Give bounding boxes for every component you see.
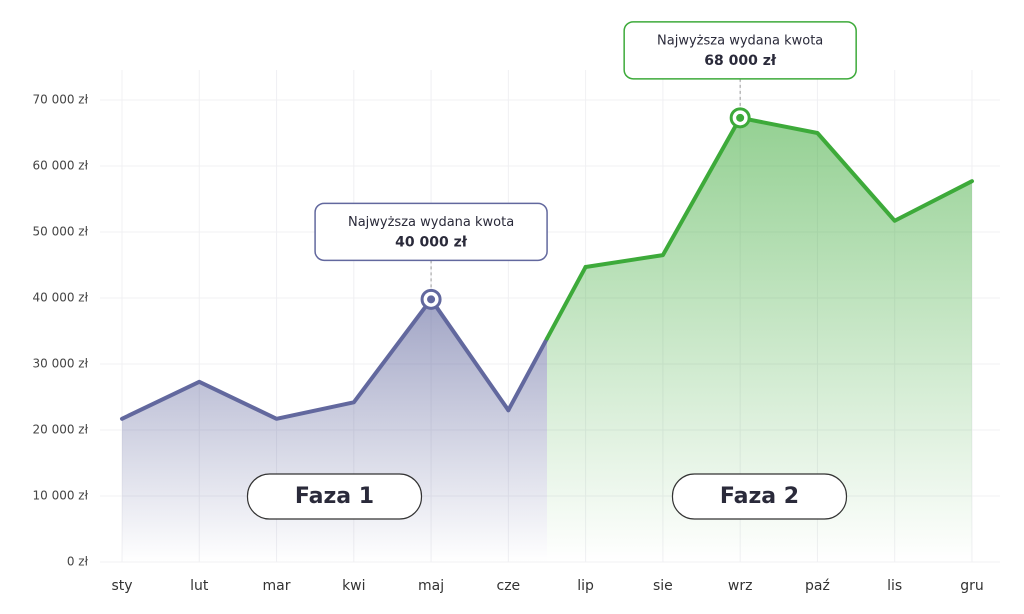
annotation-box	[623, 21, 857, 80]
area	[546, 117, 972, 562]
x-tick-label: mar	[263, 578, 291, 594]
x-tick-label: gru	[960, 578, 984, 594]
y-tick-label: 70 000 zł	[32, 93, 88, 107]
x-tick-label: cze	[497, 578, 521, 594]
y-tick-label: 40 000 zł	[32, 291, 88, 305]
x-tick-label: lut	[190, 578, 209, 594]
phase-pill	[246, 473, 423, 520]
phase-label: Faza 2	[720, 484, 799, 509]
connector	[506, 336, 549, 413]
y-tick-label: 10 000 zł	[32, 489, 88, 503]
x-tick-label: lis	[887, 578, 902, 594]
annotation-value: 40 000 zł	[395, 234, 468, 250]
y-tick-label: 20 000 zł	[32, 423, 88, 437]
y-tick-label: 60 000 zł	[32, 159, 88, 173]
line	[120, 297, 511, 421]
line	[583, 115, 974, 269]
y-tick-label: 50 000 zł	[32, 225, 88, 239]
annotation-box	[314, 202, 548, 262]
x-tick-label: sie	[653, 578, 673, 594]
x-tick-label: maj	[418, 578, 444, 594]
highlight-dot	[736, 113, 745, 122]
annotation-text: Najwyższa wydana kwota	[657, 33, 823, 48]
x-tick-label: kwi	[342, 578, 365, 594]
annotation-text: Najwyższa wydana kwota	[348, 215, 514, 230]
x-tick-label: lip	[577, 578, 594, 594]
connector	[544, 264, 588, 341]
y-tick-label: 0 zł	[67, 555, 89, 569]
highlight-dot	[427, 295, 436, 304]
y-tick-label: 30 000 zł	[32, 357, 88, 371]
phase-label: Faza 1	[295, 484, 374, 509]
x-tick-label: sty	[111, 578, 132, 594]
x-tick-label: wrz	[728, 578, 753, 594]
area	[122, 299, 547, 562]
annotation-value: 68 000 zł	[704, 53, 777, 69]
phase-pill	[671, 473, 848, 520]
x-tick-label: paź	[805, 578, 830, 594]
